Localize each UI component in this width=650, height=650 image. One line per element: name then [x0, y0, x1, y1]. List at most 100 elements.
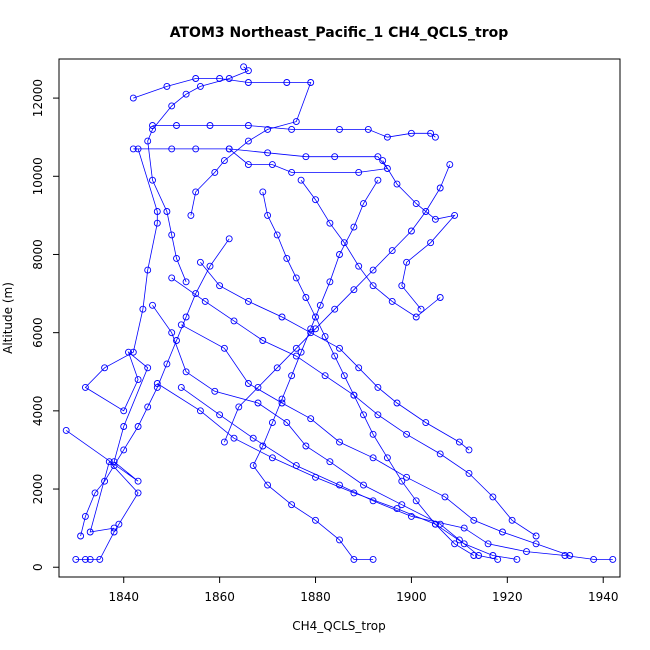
data-point [374, 176, 382, 184]
data-point [489, 552, 497, 559]
x-tick-label: 1840 [108, 590, 139, 604]
data-point [244, 67, 252, 75]
data-point [144, 137, 152, 145]
data-point [278, 313, 286, 321]
data-point [302, 153, 310, 161]
series-18 [77, 235, 233, 540]
data-point [336, 125, 343, 133]
data-point [369, 555, 377, 563]
data-point [139, 305, 147, 313]
data-point [455, 438, 463, 446]
series-line [181, 387, 613, 560]
x-axis: 1840 1860 1880 1900 1920 1940 [108, 576, 618, 604]
data-point [81, 512, 89, 520]
data-point [436, 184, 444, 192]
data-point [316, 301, 324, 309]
data-point [144, 364, 152, 372]
data-point [460, 540, 468, 548]
data-point [292, 118, 300, 126]
x-tick-label: 1880 [300, 590, 331, 604]
series-line [200, 262, 470, 451]
series-12 [196, 258, 473, 454]
data-point [403, 473, 411, 481]
data-point [187, 211, 195, 219]
data-point [350, 391, 358, 399]
chart-title: ATOM3 Northeast_Pacific_1 CH4_QCLS_trop [170, 25, 508, 41]
series-5 [149, 122, 439, 141]
data-point [173, 337, 180, 344]
data-point [120, 423, 128, 430]
data-point [288, 168, 296, 176]
data-point [431, 520, 439, 528]
data-point [91, 489, 99, 497]
data-point [336, 251, 343, 258]
data-point [225, 235, 233, 243]
data-point [398, 477, 406, 485]
y-axis: 0 2000 4000 6000 8000 10000 12000 [31, 79, 60, 571]
data-point [196, 258, 204, 266]
data-point [173, 122, 180, 129]
data-point [244, 79, 252, 86]
data-point [307, 415, 315, 423]
y-axis-label: Altitude (m) [1, 282, 15, 354]
data-point [326, 219, 334, 227]
data-point [355, 168, 363, 176]
data-point [513, 555, 521, 563]
data-point [523, 548, 530, 556]
data-point [388, 297, 396, 305]
y-tick-label: 10000 [31, 157, 45, 195]
data-point [374, 383, 382, 391]
series-line [152, 305, 498, 560]
data-point [129, 94, 137, 102]
series-line [157, 383, 517, 560]
data-point [412, 497, 420, 505]
series-line [80, 238, 230, 537]
data-point [566, 552, 574, 559]
data-point [225, 75, 233, 82]
data-point [398, 282, 406, 290]
data-point [264, 211, 272, 219]
data-point [182, 368, 190, 376]
data-point [302, 442, 310, 450]
data-point [393, 180, 401, 188]
data-point [383, 133, 391, 141]
data-point [302, 294, 310, 301]
data-point [196, 82, 204, 90]
series-11 [168, 274, 540, 540]
data-point [163, 82, 171, 90]
data-point [326, 278, 334, 286]
data-point [182, 278, 190, 286]
data-point [369, 282, 377, 290]
y-tick-label: 4000 [31, 396, 45, 427]
data-point [259, 442, 267, 450]
data-point [163, 208, 171, 215]
data-point [192, 290, 200, 298]
data-point [120, 407, 128, 415]
data-point [72, 555, 80, 563]
data-point [220, 438, 228, 446]
data-point [225, 145, 233, 153]
data-point [470, 552, 478, 559]
data-point [110, 462, 118, 470]
data-point [292, 344, 300, 352]
data-point [129, 145, 137, 153]
data-point [288, 501, 296, 509]
series-4 [129, 75, 315, 219]
y-tick-label: 8000 [31, 239, 45, 270]
data-point [451, 540, 459, 548]
data-point [340, 372, 348, 380]
data-point [81, 383, 89, 391]
data-point [211, 168, 219, 176]
series-line [147, 66, 250, 282]
data-point [422, 419, 430, 427]
series-16 [249, 176, 382, 563]
data-point [307, 325, 315, 333]
data-point [62, 426, 70, 434]
data-point [264, 125, 272, 133]
data-point [273, 364, 281, 372]
data-point [312, 516, 319, 524]
data-point [110, 524, 118, 532]
x-tick-label: 1900 [396, 590, 427, 604]
data-point [163, 360, 171, 368]
x-tick-label: 1920 [492, 590, 523, 604]
